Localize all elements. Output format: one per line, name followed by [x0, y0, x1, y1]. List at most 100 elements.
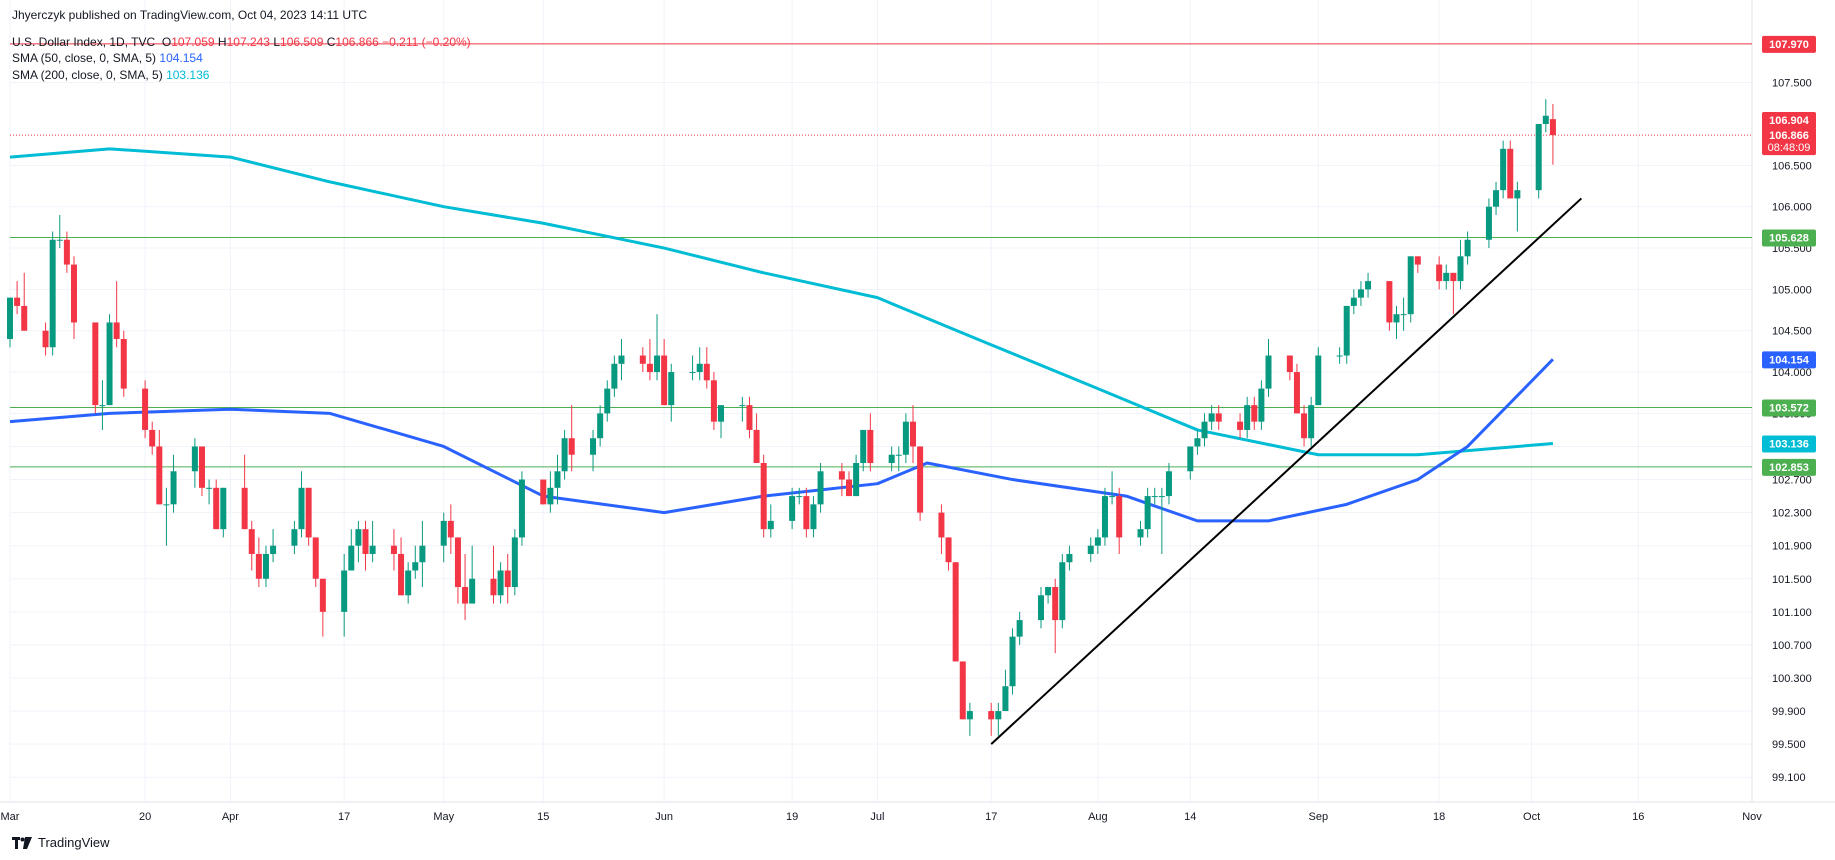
candle-2023-06-20 — [796, 487, 803, 505]
candle-2023-05-23 — [597, 405, 604, 447]
candle-2023-09-15 — [1414, 256, 1421, 273]
y-tick-label: 100.300 — [1772, 673, 1812, 685]
sma200-legend[interactable]: SMA (200, close, 0, SMA, 5) 103.136 — [12, 68, 209, 82]
price-tag-bg — [1762, 435, 1816, 453]
candle-2023-04-26 — [405, 562, 412, 604]
candle-body — [156, 446, 163, 505]
candle-2023-08-31 — [1308, 396, 1315, 447]
candle-2023-08-30 — [1301, 405, 1308, 447]
candle-body — [312, 537, 319, 579]
y-tick-label: 99.500 — [1772, 739, 1806, 751]
candle-2023-03-21 — [149, 421, 156, 455]
close-label: C — [326, 35, 336, 49]
sma50-legend[interactable]: SMA (50, close, 0, SMA, 5) 104.154 — [12, 51, 203, 65]
candle-2023-09-14 — [1407, 256, 1414, 323]
x-tick-label: Oct — [1523, 811, 1540, 823]
candle-body — [511, 537, 518, 588]
candle-2023-03-09 — [63, 231, 70, 273]
sma50-line — [9, 358, 1554, 523]
candle-body — [917, 446, 924, 513]
symbol-label: U.S. Dollar Index, 1D, TVC — [12, 35, 156, 49]
candle-body — [213, 487, 220, 530]
candle-body — [1208, 413, 1215, 422]
candle-2023-03-08 — [56, 214, 63, 249]
candle-2023-05-16 — [547, 471, 554, 513]
candle-2023-04-24 — [390, 529, 397, 571]
candle-2023-06-19 — [789, 487, 796, 530]
candle-2023-07-10 — [938, 504, 945, 554]
x-tick-label: Jun — [655, 811, 673, 823]
footer-brand: TradingView — [38, 835, 110, 850]
price-tag-106.904: 106.904 — [1762, 111, 1816, 129]
candle-2023-04-17 — [341, 553, 348, 637]
candle-2023-07-04 — [895, 446, 902, 472]
candle-body — [49, 239, 56, 348]
candle-2023-09-06 — [1350, 289, 1357, 315]
candle-2023-07-25 — [1045, 587, 1052, 604]
candle-body — [959, 661, 966, 720]
candle-2023-06-12 — [739, 396, 746, 422]
candle-2023-10-03 — [1542, 99, 1549, 133]
candle-body — [1037, 595, 1044, 621]
candle-body — [1500, 148, 1507, 191]
close-value: 106.866 — [335, 35, 379, 49]
candle-body — [838, 471, 845, 480]
candle-body — [1009, 636, 1016, 687]
candle-2023-07-05 — [902, 413, 909, 464]
ohlc-legend: U.S. Dollar Index, 1D, TVC O107.059 H107… — [12, 35, 471, 49]
candle-2023-08-07 — [1137, 520, 1144, 546]
candle-body — [995, 711, 1002, 720]
candle-2023-03-14 — [99, 380, 106, 430]
candle-body — [262, 553, 269, 579]
candle-body — [1101, 496, 1108, 538]
candle-body — [1485, 206, 1492, 240]
y-tick-label: 99.100 — [1772, 772, 1806, 784]
candle-body — [1144, 496, 1151, 530]
candle-body — [149, 429, 156, 447]
candle-2023-09-08 — [1365, 272, 1372, 298]
candle-2023-03-24 — [170, 454, 177, 513]
candle-body — [1002, 686, 1009, 712]
candle-2023-03-31 — [220, 487, 227, 538]
candle-body — [710, 380, 717, 422]
candle-2023-03-16 — [113, 281, 120, 348]
price-tag-label: 103.572 — [1769, 402, 1809, 414]
candle-body — [504, 570, 511, 588]
candle-body — [654, 355, 661, 373]
trendline — [990, 197, 1583, 745]
candle-body — [746, 405, 753, 430]
candle-2023-05-12 — [518, 471, 525, 546]
candle-body — [1350, 297, 1357, 306]
price-tag-105.628: 105.628 — [1762, 229, 1816, 247]
candle-body — [419, 545, 426, 563]
candle-body — [1265, 355, 1272, 389]
sma50-label: SMA (50, close, 0, SMA, 5) — [12, 51, 157, 65]
candle-2023-05-30 — [646, 338, 653, 381]
candle-body — [945, 537, 952, 563]
y-tick-label: 106.000 — [1772, 202, 1812, 214]
candle-2023-03-03 — [21, 272, 28, 331]
y-tick-label: 106.500 — [1772, 160, 1812, 172]
candle-body — [348, 545, 355, 571]
candle-2023-09-04 — [1336, 347, 1343, 364]
candle-body — [291, 529, 298, 546]
candle-2023-09-13 — [1400, 297, 1407, 331]
candle-body — [170, 471, 177, 505]
candle-body — [1549, 119, 1556, 136]
candle-body — [56, 239, 63, 241]
y-tick-label: 104.000 — [1772, 367, 1812, 379]
candle-body — [341, 570, 348, 612]
low-label: L — [273, 35, 281, 49]
candle-2023-08-15 — [1194, 429, 1201, 455]
candle-2023-03-01 — [7, 297, 13, 348]
candle-body — [547, 487, 554, 505]
y-tick-label: 101.500 — [1772, 574, 1812, 586]
candle-body — [1151, 496, 1158, 498]
candle-body — [703, 363, 710, 381]
candle-body — [1450, 272, 1457, 282]
x-tick-label: Aug — [1088, 811, 1108, 823]
candle-body — [846, 479, 853, 497]
candle-body — [1187, 446, 1194, 472]
candle-body — [319, 578, 326, 612]
